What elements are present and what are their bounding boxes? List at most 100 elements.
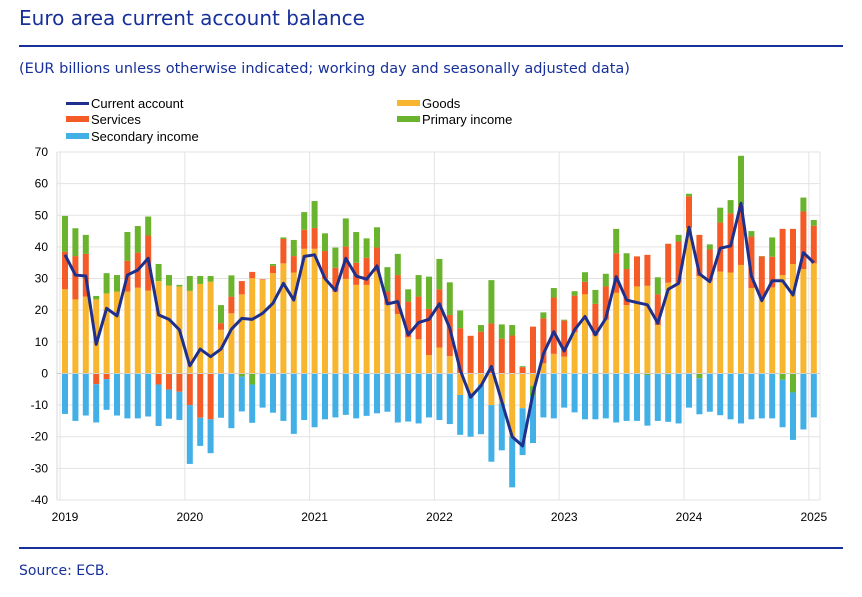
bar-goods (103, 293, 110, 374)
bar-goods (415, 339, 422, 374)
bar-primary-income (270, 263, 276, 266)
bar-services (155, 373, 162, 385)
bar-services (426, 308, 432, 356)
bar-goods (145, 290, 152, 374)
bar-goods (166, 285, 172, 374)
bar-secondary-income (675, 373, 682, 424)
bar-services (322, 251, 328, 279)
bar-services (488, 323, 495, 374)
y-tick-label: 10 (35, 335, 49, 349)
bar-secondary-income (758, 373, 765, 419)
y-tick-label: -20 (31, 430, 49, 444)
bar-primary-income (519, 366, 526, 368)
bar-secondary-income (363, 373, 370, 416)
bar-primary-income (238, 373, 245, 377)
legend-swatch-current-account (66, 101, 89, 105)
bar-services (103, 373, 110, 380)
bar-primary-income (197, 276, 204, 284)
bar-goods (426, 355, 432, 374)
bar-secondary-income (114, 373, 120, 416)
bar-secondary-income (332, 373, 339, 418)
bar-secondary-income (82, 373, 89, 416)
bar-goods (259, 279, 266, 374)
bar-secondary-income (727, 373, 734, 420)
bar-goods (758, 296, 765, 374)
bar-secondary-income (717, 373, 724, 416)
bar-goods (290, 272, 297, 374)
bar-goods (509, 373, 516, 437)
bar-services (561, 320, 568, 357)
bar-secondary-income (311, 373, 318, 428)
bar-services (665, 243, 672, 283)
bar-primary-income (446, 282, 453, 315)
bar-services (238, 281, 245, 295)
bar-primary-income (540, 312, 547, 319)
bar-services (374, 247, 380, 272)
bar-goods (582, 294, 588, 374)
bar-goods (311, 248, 318, 374)
bar-primary-income (623, 253, 630, 270)
bar-primary-income (738, 155, 744, 206)
legend-primary-income: Primary income (397, 111, 512, 127)
bar-services (394, 275, 401, 314)
bar-secondary-income (634, 373, 640, 421)
bar-goods (218, 329, 224, 374)
bar-secondary-income (103, 379, 110, 410)
bar-primary-income (686, 193, 692, 197)
bar-primary-income (488, 280, 495, 324)
bar-secondary-income (530, 395, 536, 444)
bar-goods (779, 275, 786, 374)
bar-services (166, 373, 172, 390)
bar-services (602, 286, 609, 320)
bar-goods (675, 282, 682, 374)
bar-services (249, 271, 256, 279)
bar-primary-income (405, 289, 412, 302)
bar-goods (280, 263, 287, 374)
bar-goods (446, 356, 453, 374)
y-tick-label: 70 (35, 145, 49, 159)
bar-secondary-income (394, 373, 401, 423)
bar-primary-income (613, 228, 620, 254)
bar-primary-income (186, 276, 193, 291)
bar-secondary-income (696, 378, 703, 415)
bar-goods (592, 335, 599, 374)
bar-goods (384, 304, 391, 374)
bar-services (363, 257, 370, 285)
bar-services (415, 296, 422, 340)
bar-secondary-income (582, 373, 588, 420)
bar-primary-income (176, 284, 183, 287)
bar-goods (62, 289, 68, 374)
bar-primary-income (280, 237, 287, 239)
bar-goods (790, 263, 796, 374)
bar-services (623, 269, 630, 306)
bar-services (176, 373, 183, 392)
bar-primary-income (166, 275, 172, 286)
bar-goods (322, 278, 328, 374)
legend-goods: Goods (397, 95, 460, 111)
bar-secondary-income (498, 403, 505, 451)
bar-goods (519, 373, 526, 409)
bar-goods (530, 373, 536, 387)
bar-services (270, 265, 276, 274)
legend-label: Services (91, 111, 141, 127)
legend-swatch-goods (397, 100, 420, 106)
bar-services (706, 249, 713, 281)
bar-secondary-income (259, 373, 266, 408)
bar-services (738, 205, 744, 265)
bar-secondary-income (686, 373, 692, 408)
bar-goods (498, 373, 505, 404)
bar-secondary-income (654, 373, 661, 421)
bar-goods (696, 276, 703, 374)
bar-services (675, 241, 682, 283)
chart-title: Euro area current account balance (19, 6, 365, 30)
y-tick-label: -10 (31, 398, 49, 412)
bar-goods (488, 373, 495, 406)
bar-services (457, 328, 464, 374)
bar-goods (644, 285, 651, 374)
bar-services (290, 256, 297, 273)
bar-services (582, 281, 588, 295)
bar-services (613, 253, 620, 293)
bar-primary-income (550, 288, 557, 298)
x-tick-label: 2019 (52, 510, 79, 524)
bar-goods (665, 282, 672, 374)
